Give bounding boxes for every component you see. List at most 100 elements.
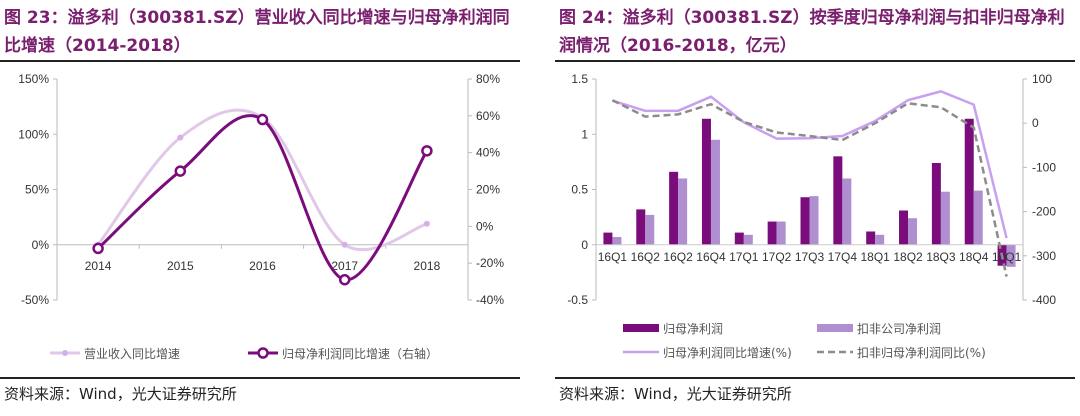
x-tick-label: 17Q4 bbox=[828, 250, 858, 264]
bar-1 bbox=[842, 178, 852, 245]
bar-1 bbox=[743, 234, 753, 245]
bar-1 bbox=[645, 214, 655, 245]
x-tick-label: 2015 bbox=[167, 259, 194, 273]
series-line-1 bbox=[97, 114, 429, 282]
x-tick-label: 18Q2 bbox=[893, 250, 923, 264]
left-chart-title: 图 23：溢多利（300381.SZ）营业收入同比增速与归母净利润同比增速（20… bbox=[4, 8, 510, 56]
bar-0 bbox=[636, 209, 646, 245]
left-tick-label: 0% bbox=[32, 238, 50, 252]
left-tick-label: 50% bbox=[25, 183, 49, 197]
data-point bbox=[421, 145, 433, 157]
bar-0 bbox=[734, 232, 744, 245]
legend-label: 归母净利润 bbox=[663, 322, 723, 336]
right-tick-label: -40% bbox=[476, 293, 504, 307]
right-source: 资料来源：Wind，光大证券研究所 bbox=[559, 385, 792, 403]
bar-0 bbox=[866, 231, 876, 245]
x-tick-label: 17Q1 bbox=[729, 250, 759, 264]
legend-swatch bbox=[623, 324, 659, 332]
left-chart-panel: 图 23：溢多利（300381.SZ）营业收入同比增速与归母净利润同比增速（20… bbox=[0, 0, 520, 416]
bar-0 bbox=[899, 210, 909, 245]
left-tick-label: -0.5 bbox=[567, 293, 588, 307]
left-tick-label: 0.5 bbox=[571, 183, 588, 197]
right-chart-panel: 图 24：溢多利（300381.SZ）按季度归母净利润与扣非归母净利润情况（20… bbox=[555, 0, 1075, 416]
left-tick-label: 100% bbox=[18, 127, 49, 141]
data-point bbox=[341, 241, 348, 248]
series-line-2 bbox=[612, 90, 1008, 239]
right-tick-label: 100 bbox=[1032, 72, 1052, 86]
bar-0 bbox=[800, 197, 810, 245]
series-line-3 bbox=[611, 99, 1008, 277]
legend-marker bbox=[62, 350, 68, 356]
left-tick-label: 0 bbox=[581, 238, 588, 252]
bar-1 bbox=[776, 221, 786, 245]
bar-1 bbox=[809, 196, 819, 245]
bar-1 bbox=[678, 178, 688, 245]
x-tick-label: 17Q3 bbox=[795, 250, 825, 264]
bar-1 bbox=[875, 234, 885, 245]
right-tick-label: -400 bbox=[1032, 293, 1056, 307]
left-source: 资料来源：Wind，光大证券研究所 bbox=[4, 385, 237, 403]
left-tick-label: 1.5 bbox=[571, 72, 588, 86]
right-tick-label: -300 bbox=[1032, 249, 1056, 263]
bar-1 bbox=[1006, 244, 1016, 267]
right-tick-label: -20% bbox=[476, 256, 504, 270]
data-point bbox=[423, 220, 430, 227]
bar-1 bbox=[612, 237, 622, 245]
data-point bbox=[174, 165, 187, 177]
x-tick-label: 16Q2 bbox=[663, 250, 693, 264]
left-tick-label: -50% bbox=[21, 293, 49, 307]
right-tick-label: 60% bbox=[476, 109, 500, 123]
legend-label: 扣非归母净利润同比(%) bbox=[857, 346, 986, 360]
left-chart: -50% 0% 50% 100% 150% -40% -20% 0% 20% 40% 60% 80% 2… bbox=[18, 72, 504, 361]
bar-0 bbox=[701, 118, 711, 245]
left-tick-label: 1 bbox=[581, 127, 588, 141]
divider bbox=[0, 377, 520, 379]
bar-0 bbox=[931, 162, 941, 245]
x-tick-label: 18Q3 bbox=[926, 250, 956, 264]
right-tick-label: 20% bbox=[476, 183, 500, 197]
x-tick-label: 17Q2 bbox=[762, 250, 792, 264]
x-tick-label: 19Q1 bbox=[992, 250, 1022, 264]
legend-marker bbox=[257, 347, 269, 359]
data-point bbox=[256, 113, 269, 126]
x-tick-label: 18Q4 bbox=[959, 250, 989, 264]
bar-1 bbox=[973, 190, 983, 245]
x-tick-label: 18Q1 bbox=[861, 250, 891, 264]
x-tick-label: 2018 bbox=[414, 259, 441, 273]
bar-1 bbox=[908, 218, 918, 245]
bar-0 bbox=[964, 118, 974, 245]
x-tick-label: 16Q2 bbox=[631, 250, 661, 264]
data-point bbox=[338, 273, 351, 286]
x-tick-label: 16Q4 bbox=[696, 250, 726, 264]
right-tick-label: -200 bbox=[1032, 205, 1056, 219]
bar-0 bbox=[833, 156, 843, 245]
bar-1 bbox=[710, 139, 720, 245]
x-tick-label: 2017 bbox=[331, 259, 358, 273]
divider bbox=[555, 377, 1075, 379]
legend-swatch bbox=[817, 324, 853, 332]
x-tick-label: 2016 bbox=[249, 259, 276, 273]
divider bbox=[0, 60, 520, 62]
bar-0 bbox=[669, 171, 679, 245]
legend-label: 扣非公司净利润 bbox=[857, 322, 941, 336]
left-tick-label: 150% bbox=[18, 72, 49, 86]
right-tick-label: 40% bbox=[476, 146, 500, 160]
legend-label: 归母净利润同比增速(%) bbox=[663, 346, 792, 360]
right-tick-label: 0 bbox=[1032, 116, 1039, 130]
right-tick-label: -100 bbox=[1032, 160, 1056, 174]
legend-label: 营业收入同比增速 bbox=[84, 347, 180, 361]
legend-label: 归母净利润同比增速（右轴） bbox=[282, 346, 438, 361]
divider bbox=[555, 60, 1075, 62]
bar-0 bbox=[603, 232, 613, 245]
bar-0 bbox=[767, 221, 777, 245]
bar-1 bbox=[940, 191, 950, 245]
data-point bbox=[92, 242, 104, 255]
data-point bbox=[177, 134, 184, 141]
series-line-0 bbox=[96, 108, 428, 252]
right-tick-label: 80% bbox=[476, 72, 500, 86]
right-tick-label: 0% bbox=[476, 219, 494, 233]
right-chart-title: 图 24：溢多利（300381.SZ）按季度归母净利润与扣非归母净利润情况（20… bbox=[559, 8, 1065, 56]
x-tick-label: 16Q1 bbox=[598, 250, 628, 264]
x-tick-label: 2014 bbox=[85, 259, 112, 273]
